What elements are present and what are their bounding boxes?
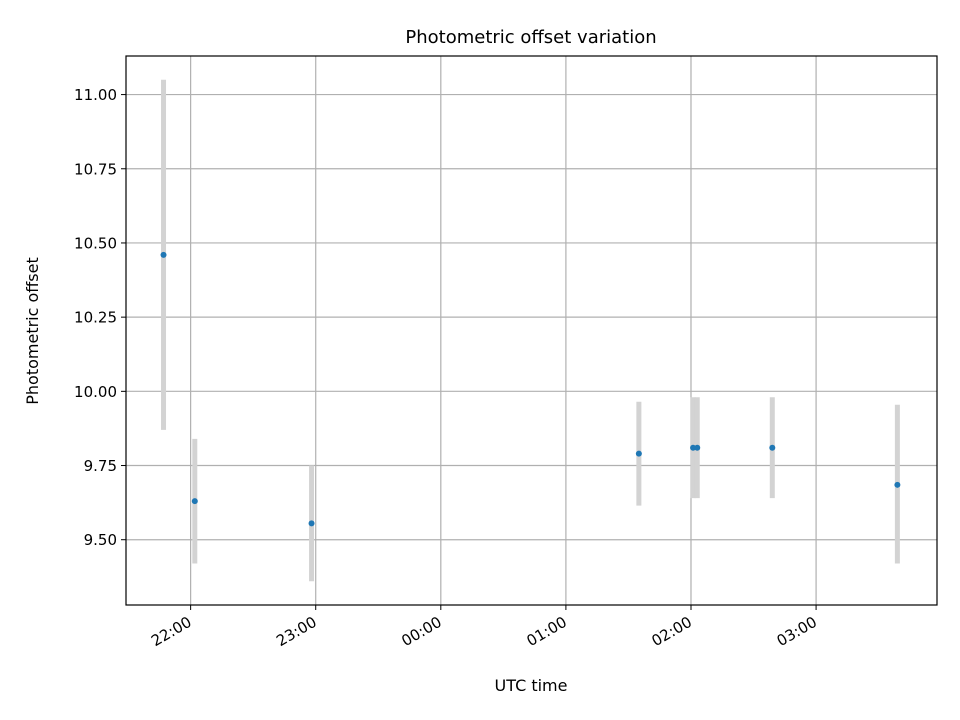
- data-point: [690, 444, 697, 451]
- x-axis-ticks: 22:00 23:00 00:00 01:00 02:00 03:00: [148, 605, 820, 650]
- y-axis-label: Photometric offset: [23, 257, 42, 405]
- x-tick-label: 02:00: [649, 613, 695, 650]
- x-tick-label: 23:00: [273, 613, 319, 650]
- data-point: [635, 450, 642, 457]
- y-axis-ticks: 9.50 9.75 10.00 10.25 10.50 10.75 11.00: [74, 86, 126, 549]
- data-point: [769, 444, 776, 451]
- data-points: [160, 251, 901, 527]
- x-tick-label: 00:00: [398, 613, 444, 650]
- y-tick-label: 10.25: [74, 309, 117, 327]
- grid: [126, 56, 937, 605]
- y-tick-label: 10.00: [74, 383, 117, 401]
- y-tick-label: 10.50: [74, 234, 117, 252]
- data-point: [894, 481, 901, 488]
- x-tick-label: 03:00: [774, 613, 820, 650]
- chart-title: Photometric offset variation: [405, 27, 656, 48]
- y-tick-label: 11.00: [74, 86, 117, 104]
- plot-frame: [125, 55, 938, 606]
- data-point: [160, 251, 167, 258]
- y-tick-label: 10.75: [74, 160, 117, 178]
- x-tick-label: 22:00: [148, 613, 194, 650]
- data-point: [191, 498, 198, 505]
- data-point: [308, 520, 315, 527]
- data-point: [694, 444, 701, 451]
- y-tick-label: 9.50: [84, 531, 117, 549]
- x-axis-label: UTC time: [495, 676, 568, 695]
- error-bars: [161, 79, 900, 582]
- x-tick-label: 01:00: [523, 613, 569, 650]
- y-tick-label: 9.75: [84, 457, 117, 475]
